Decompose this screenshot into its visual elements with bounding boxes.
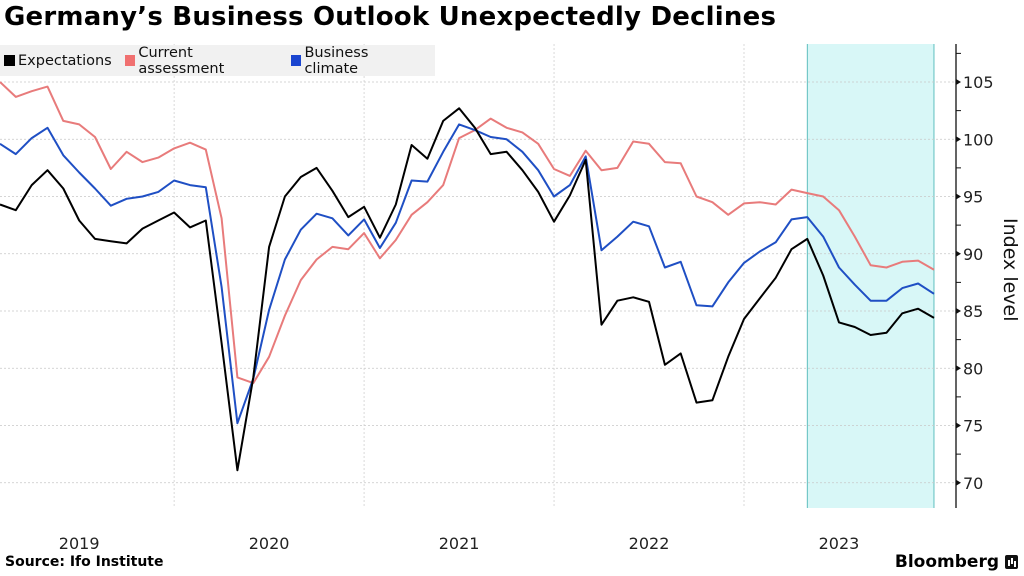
legend-label-expectations: Expectations bbox=[18, 52, 112, 69]
bloomberg-logo: Bloomberg bbox=[895, 552, 1018, 572]
y-major-tick-85 bbox=[956, 308, 961, 314]
series-line-current-assessment bbox=[0, 81, 935, 385]
series-line-business-climate bbox=[0, 123, 935, 425]
y-tick-label-75: 75 bbox=[963, 417, 983, 436]
x-tick-label-2019: 2019 bbox=[59, 534, 100, 553]
y-major-tick-100 bbox=[956, 136, 961, 143]
legend-swatch-business-climate bbox=[290, 55, 302, 66]
legend-item-current-assessment: Current assessment bbox=[124, 44, 278, 77]
y-major-tick-105 bbox=[956, 79, 961, 85]
legend-label-business-climate: Business climate bbox=[304, 44, 369, 77]
legend-label-current-assessment: Current assessment bbox=[138, 44, 225, 77]
legend-swatch-current-assessment bbox=[124, 55, 136, 66]
y-tick-label-105: 105 bbox=[963, 73, 994, 92]
bloomberg-chart-icon bbox=[1005, 555, 1018, 569]
legend-swatch-expectations bbox=[4, 55, 15, 66]
y-tick-label-100: 100 bbox=[963, 130, 994, 149]
legend-item-business-climate: Business climate bbox=[290, 44, 422, 77]
y-axis-title: Index level bbox=[999, 218, 1021, 322]
y-tick-label-80: 80 bbox=[963, 359, 983, 378]
y-major-tick-80 bbox=[956, 365, 961, 372]
y-major-tick-70 bbox=[956, 479, 961, 486]
legend: Expectations Current assessment Business… bbox=[0, 44, 435, 77]
y-tick-label-95: 95 bbox=[963, 188, 983, 207]
y-major-tick-75 bbox=[956, 422, 961, 429]
brand-name: Bloomberg bbox=[894, 552, 999, 572]
highlight-band bbox=[807, 44, 934, 508]
y-tick-label-85: 85 bbox=[963, 302, 983, 321]
y-major-tick-90 bbox=[956, 250, 961, 257]
x-tick-label-2020: 2020 bbox=[249, 534, 290, 553]
y-major-tick-95 bbox=[956, 193, 961, 200]
legend-item-expectations: Expectations bbox=[4, 53, 112, 69]
chart-title: Germany’s Business Outlook Unexpectedly … bbox=[4, 2, 777, 32]
x-tick-label-2021: 2021 bbox=[439, 534, 480, 553]
y-tick-label-70: 70 bbox=[963, 474, 983, 493]
x-tick-label-2023: 2023 bbox=[819, 534, 860, 553]
y-tick-label-90: 90 bbox=[963, 245, 983, 264]
source-note: Source: Ifo Institute bbox=[5, 554, 164, 570]
series-line-expectations bbox=[0, 107, 935, 472]
x-tick-label-2022: 2022 bbox=[629, 534, 670, 553]
